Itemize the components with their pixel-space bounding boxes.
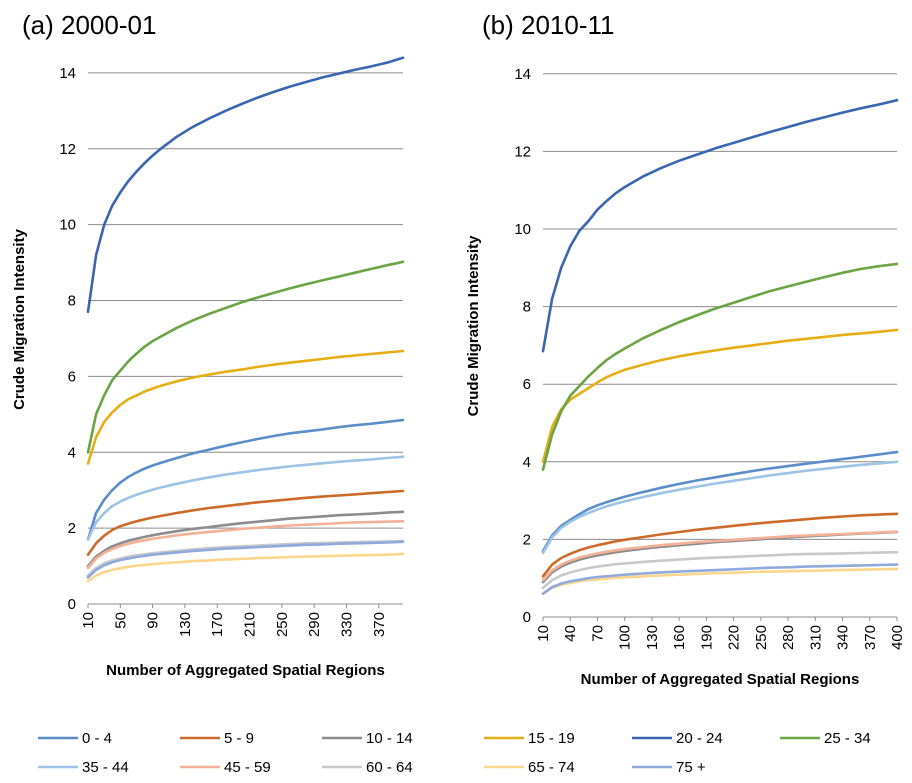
legend-label: 5 - 9 — [224, 730, 254, 747]
panel-a: (a) 2000-01 0 2 4 6 8 10 12 14 10 50 90 130 170 210 250… — [11, 10, 405, 679]
x-tick-label: 250 — [753, 625, 770, 650]
x-tick-label: 70 — [589, 625, 606, 642]
y-tick-label: 8 — [68, 293, 76, 310]
x-axis-label: Number of Aggregated Spatial Regions — [106, 662, 385, 679]
legend-label: 75 + — [676, 759, 706, 776]
legend-item: 60 - 64 — [322, 759, 413, 776]
x-tick-label: 370 — [371, 612, 388, 637]
legend-label: 25 - 34 — [824, 730, 871, 747]
y-tick-label: 4 — [68, 444, 76, 461]
panel-title: (b) 2010-11 — [482, 10, 615, 40]
legend-item: 65 - 74 — [484, 759, 575, 776]
x-tick-label: 310 — [807, 625, 824, 650]
y-tick-label: 0 — [523, 609, 531, 626]
legend: 0 - 4 5 - 9 10 - 14 15 - 19 20 - 24 25 - 34 35… — [38, 730, 871, 776]
x-tick-label: 130 — [644, 625, 661, 650]
series-line-65-74 — [541, 567, 899, 596]
series-line-15-19 — [86, 349, 405, 465]
legend-label: 20 - 24 — [676, 730, 723, 747]
x-tick-label: 330 — [338, 612, 355, 637]
legend-item: 0 - 4 — [38, 730, 112, 747]
y-tick-label: 2 — [523, 531, 531, 548]
x-tick-label: 100 — [617, 625, 634, 650]
y-tick-label: 2 — [68, 520, 76, 537]
series-line-25-34 — [86, 260, 405, 454]
x-axis-label: Number of Aggregated Spatial Regions — [581, 671, 860, 688]
series-line-35-44 — [541, 460, 899, 555]
series-line-75 — [541, 563, 899, 596]
y-tick-label: 6 — [68, 368, 76, 385]
series-line-0-4 — [541, 450, 899, 553]
x-tick-label: 370 — [862, 625, 879, 650]
series-line-60-64 — [541, 550, 899, 590]
series-line-20-24 — [86, 56, 405, 314]
legend-label: 10 - 14 — [366, 730, 413, 747]
y-tick-label: 8 — [523, 299, 531, 316]
x-tick-label: 210 — [242, 612, 259, 637]
legend-label: 60 - 64 — [366, 759, 413, 776]
x-tick-label: 280 — [780, 625, 797, 650]
legend-item: 15 - 19 — [484, 730, 575, 747]
x-tick-label: 290 — [306, 612, 323, 637]
y-tick-label: 0 — [68, 596, 76, 613]
series-line-20-24 — [541, 98, 899, 353]
y-tick-label: 4 — [523, 454, 531, 471]
series-line-5-9 — [541, 512, 899, 578]
y-tick-label: 10 — [59, 217, 76, 234]
legend-label: 15 - 19 — [528, 730, 575, 747]
series-line-45-59 — [86, 519, 405, 570]
x-tick-label: 10 — [535, 625, 552, 642]
legend-item: 25 - 34 — [780, 730, 871, 747]
series-line-75 — [86, 540, 405, 579]
x-tick-label: 160 — [671, 625, 688, 650]
y-axis-label: Crude Migration Intensity — [11, 228, 28, 410]
x-tick-label: 10 — [80, 612, 97, 629]
y-axis-label: Crude Migration Intensity — [465, 235, 482, 417]
series-line-45-59 — [541, 530, 899, 582]
x-tick-label: 250 — [274, 612, 291, 637]
legend-item: 75 + — [632, 759, 706, 776]
x-tick-label: 40 — [562, 625, 579, 642]
x-tick-label: 170 — [209, 612, 226, 637]
legend-label: 35 - 44 — [82, 759, 129, 776]
series-line-15-19 — [541, 328, 899, 464]
legend-item: 10 - 14 — [322, 730, 413, 747]
panel-title: (a) 2000-01 — [22, 10, 156, 40]
x-tick-label: 400 — [889, 625, 906, 650]
y-tick-label: 14 — [59, 65, 76, 82]
legend-label: 0 - 4 — [82, 730, 112, 747]
x-tick-label: 190 — [698, 625, 715, 650]
y-tick-label: 12 — [59, 141, 76, 158]
legend-item: 20 - 24 — [632, 730, 723, 747]
x-tick-label: 90 — [145, 612, 162, 629]
legend-item: 5 - 9 — [180, 730, 254, 747]
x-tick-label: 220 — [726, 625, 743, 650]
series-line-10-14 — [86, 510, 405, 568]
legend-item: 45 - 59 — [180, 759, 271, 776]
x-tick-label: 130 — [177, 612, 194, 637]
y-tick-label: 6 — [523, 376, 531, 393]
series-line-35-44 — [86, 455, 405, 541]
legend-label: 45 - 59 — [224, 759, 271, 776]
y-tick-label: 14 — [514, 66, 531, 83]
y-tick-label: 10 — [514, 221, 531, 238]
series-line-25-34 — [541, 262, 899, 471]
y-tick-label: 12 — [514, 143, 531, 160]
x-tick-label: 340 — [835, 625, 852, 650]
panel-b: (b) 2010-11 0 2 4 6 8 10 12 14 10 40 70 100 130 160 190… — [465, 10, 906, 688]
legend-label: 65 - 74 — [528, 759, 575, 776]
series-line-5-9 — [86, 489, 405, 557]
series-line-0-4 — [86, 418, 405, 541]
legend-item: 35 - 44 — [38, 759, 129, 776]
series-line-65-74 — [86, 552, 405, 583]
x-tick-label: 50 — [112, 612, 129, 629]
